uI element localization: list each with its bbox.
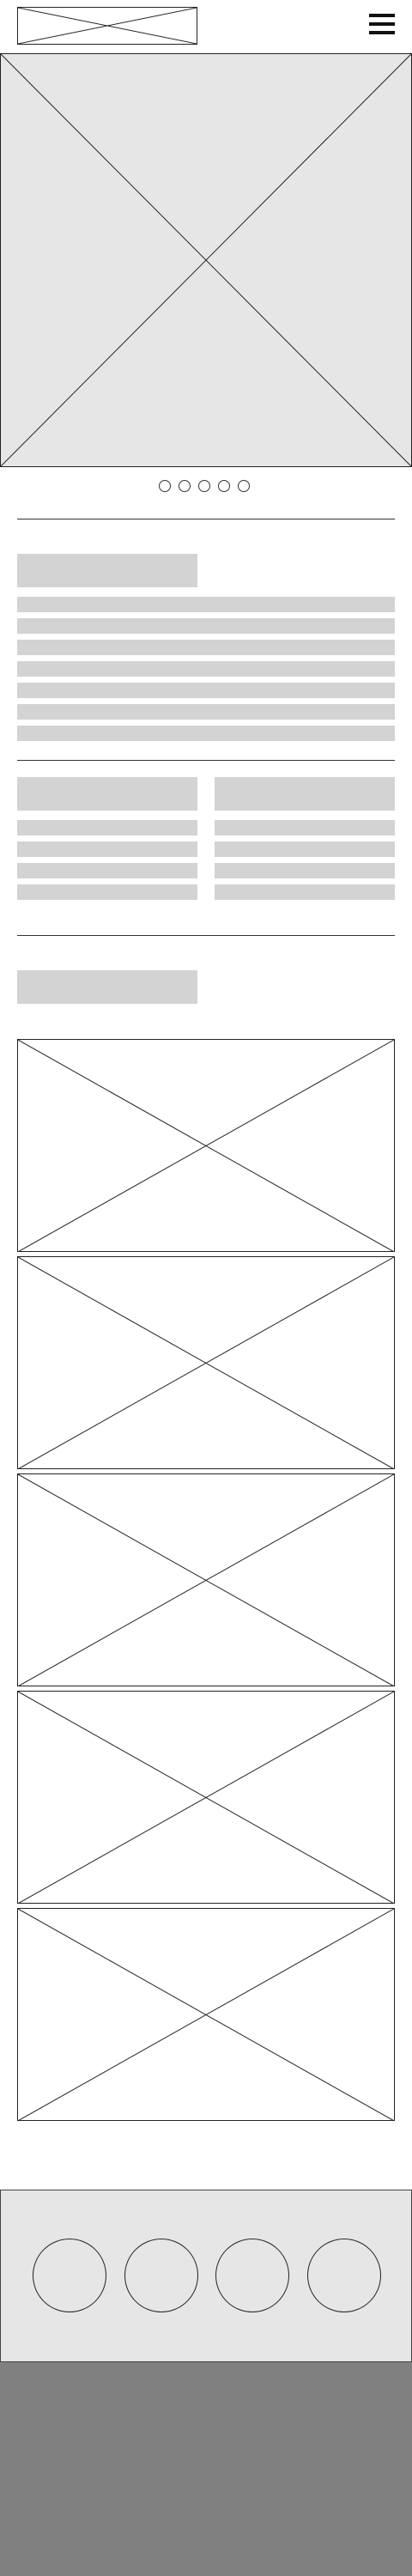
image-placeholder-icon bbox=[17, 1908, 395, 2122]
text-line bbox=[215, 863, 395, 878]
section-divider bbox=[17, 935, 395, 936]
text-line bbox=[215, 884, 395, 900]
text-line bbox=[17, 597, 395, 612]
text-line bbox=[17, 884, 197, 900]
image-placeholder-icon bbox=[17, 1691, 395, 1905]
gallery-image-1[interactable] bbox=[17, 1039, 395, 1253]
logo-placeholder-icon bbox=[18, 8, 197, 44]
text-line bbox=[17, 726, 395, 741]
text-line bbox=[17, 841, 197, 857]
social-icon-2[interactable] bbox=[124, 2239, 198, 2312]
hamburger-menu-icon[interactable] bbox=[369, 12, 395, 38]
text-line bbox=[17, 863, 197, 878]
logo[interactable] bbox=[17, 7, 197, 45]
carousel-dot-3[interactable] bbox=[198, 480, 210, 492]
gallery-image-4[interactable] bbox=[17, 1691, 395, 1905]
text-line bbox=[17, 683, 395, 698]
social-icon-4[interactable] bbox=[307, 2239, 381, 2312]
social-icon-3[interactable] bbox=[215, 2239, 289, 2312]
carousel-dot-4[interactable] bbox=[218, 480, 230, 492]
right-column bbox=[215, 777, 395, 902]
social-icon-1[interactable] bbox=[33, 2239, 106, 2312]
section-divider bbox=[17, 760, 395, 761]
text-line bbox=[215, 820, 395, 835]
image-placeholder-icon bbox=[17, 1039, 395, 1253]
intro-paragraph bbox=[17, 597, 395, 743]
carousel-dot-5[interactable] bbox=[238, 480, 250, 492]
social-links-band bbox=[0, 2190, 412, 2362]
footer bbox=[0, 2362, 412, 2576]
text-line bbox=[17, 618, 395, 634]
image-placeholder-icon bbox=[17, 1473, 395, 1687]
hero-placeholder-icon bbox=[0, 53, 412, 467]
carousel-dot-1[interactable] bbox=[159, 480, 171, 492]
intro-heading-placeholder bbox=[17, 554, 197, 587]
right-column-heading-placeholder bbox=[215, 777, 395, 811]
left-column-heading-placeholder bbox=[17, 777, 197, 811]
gallery-image-3[interactable] bbox=[17, 1473, 395, 1687]
gallery-image-2[interactable] bbox=[17, 1256, 395, 1470]
image-placeholder-icon bbox=[17, 1256, 395, 1470]
gallery-heading-placeholder bbox=[17, 970, 197, 1004]
text-line bbox=[215, 841, 395, 857]
text-line bbox=[17, 661, 395, 677]
text-line bbox=[17, 704, 395, 720]
carousel-dot-2[interactable] bbox=[179, 480, 191, 492]
text-line bbox=[17, 640, 395, 655]
hero-carousel-image[interactable] bbox=[0, 53, 412, 467]
left-column bbox=[17, 777, 197, 902]
text-line bbox=[17, 820, 197, 835]
carousel-indicators bbox=[159, 480, 253, 492]
gallery-image-5[interactable] bbox=[17, 1908, 395, 2122]
